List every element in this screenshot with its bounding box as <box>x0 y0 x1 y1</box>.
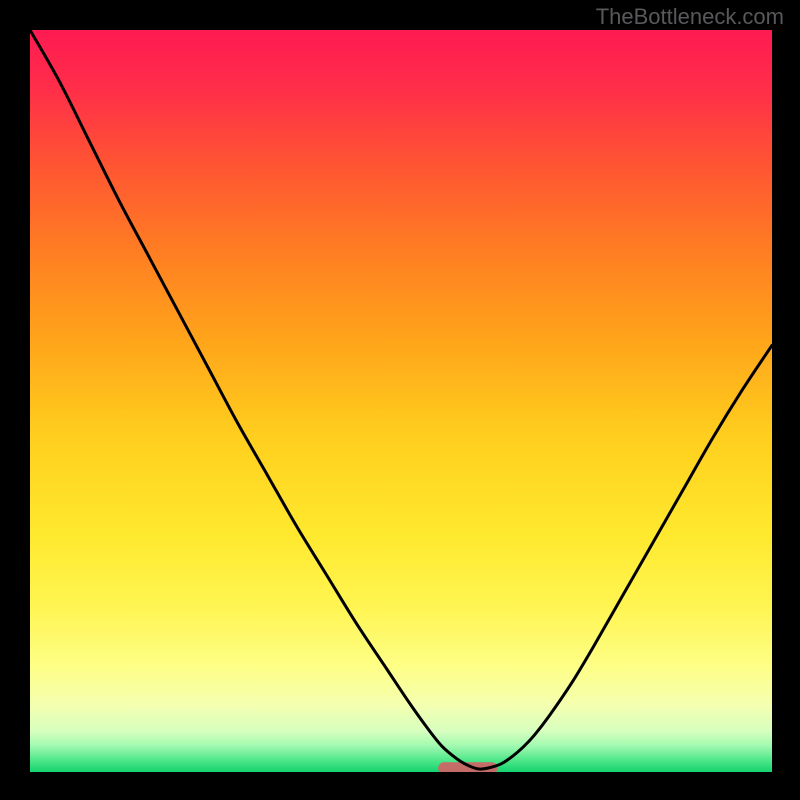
plot-area <box>30 30 772 772</box>
gradient-background <box>30 30 772 772</box>
chart-stage: TheBottleneck.com <box>0 0 800 800</box>
attribution-label: TheBottleneck.com <box>596 4 784 30</box>
plot-svg <box>30 30 772 772</box>
